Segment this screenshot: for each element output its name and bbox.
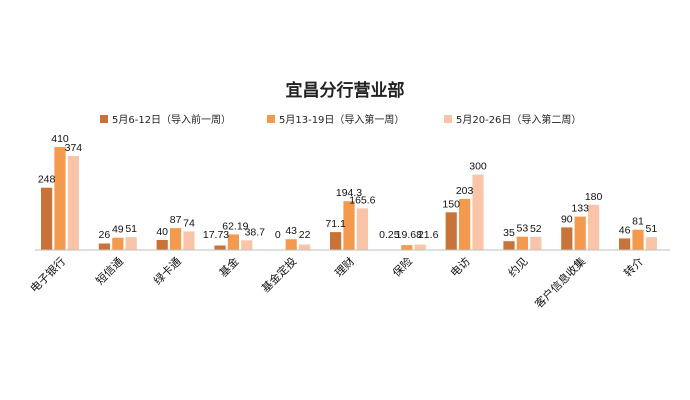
- value-label-2-5: 43: [285, 225, 297, 237]
- bar-3-11: [645, 237, 657, 250]
- bar-2-2: [112, 237, 124, 250]
- bar-1-8: [445, 212, 457, 250]
- value-label-2-9: 53: [517, 223, 529, 235]
- value-label-1-4: 17.73: [203, 229, 229, 241]
- category-label-4: 基金: [216, 254, 241, 279]
- category-label-6: 理财: [332, 254, 357, 279]
- category-label-11: 转介: [621, 254, 646, 279]
- bar-1-9: [503, 241, 515, 250]
- bar-1-10: [561, 227, 573, 250]
- value-label-3-1: 374: [65, 142, 83, 154]
- bar-2-5: [285, 239, 297, 250]
- value-label-1-1: 248: [38, 174, 56, 186]
- value-label-1-8: 150: [442, 198, 460, 210]
- bar-1-6: [330, 232, 342, 250]
- value-label-1-5: 0: [275, 229, 281, 241]
- value-label-3-6: 165.6: [349, 194, 375, 206]
- value-label-3-8: 300: [469, 161, 487, 173]
- value-label-1-11: 46: [619, 224, 631, 236]
- bar-2-4: [227, 234, 239, 250]
- bar-1-11: [619, 238, 631, 250]
- category-label-2: 短信通: [93, 254, 126, 287]
- value-label-2-4: 62.19: [222, 220, 248, 232]
- value-label-3-11: 51: [646, 223, 658, 235]
- category-label-10: 客户信息收集: [532, 254, 589, 311]
- value-label-2-2: 49: [112, 224, 124, 236]
- value-label-1-6: 71.1: [325, 218, 346, 230]
- value-label-2-8: 203: [456, 185, 474, 197]
- bar-1-4: [214, 245, 226, 250]
- bar-2-10: [574, 216, 586, 250]
- category-label-3: 绿卡通: [150, 254, 183, 287]
- value-label-3-9: 52: [530, 223, 542, 235]
- value-label-2-6: 194.3: [336, 187, 362, 199]
- bar-2-7: [401, 245, 413, 250]
- category-label-9: 约见: [506, 255, 531, 280]
- bar-1-2: [98, 243, 110, 250]
- value-label-3-3: 74: [183, 217, 195, 229]
- chart-title: 宜昌分行营业部: [286, 80, 405, 101]
- bar-2-1: [54, 147, 66, 250]
- bar-1-3: [156, 240, 168, 250]
- value-label-3-2: 51: [125, 223, 137, 235]
- bar-3-2: [125, 237, 137, 250]
- bar-3-7: [414, 244, 426, 250]
- legend-swatch-1: [100, 115, 108, 123]
- bar-3-10: [588, 204, 600, 250]
- bar-3-3: [183, 231, 195, 250]
- bar-2-11: [632, 229, 644, 250]
- bar-2-8: [459, 199, 471, 250]
- bar-3-6: [356, 208, 368, 250]
- legend-label-1: 5月6-12日（导入前一周）: [112, 113, 231, 126]
- category-labels: 电子银行 短信通 绿卡通 基金 基金定投 理财 保险 电访 约见 客户信息收集 转介: [27, 254, 646, 311]
- category-label-8: 电访: [448, 255, 473, 280]
- category-label-5: 基金定投: [258, 254, 299, 295]
- value-label-3-10: 180: [585, 191, 603, 203]
- value-label-3-5: 22: [299, 229, 311, 241]
- value-label-3-7: 21.6: [418, 229, 439, 241]
- bar-3-5: [299, 244, 311, 250]
- value-label-2-1: 410: [51, 133, 69, 145]
- category-label-7: 保险: [389, 254, 414, 279]
- value-label-2-7: 19.68: [396, 229, 422, 241]
- bar-2-3: [170, 228, 182, 250]
- bar-2-6: [343, 201, 355, 250]
- value-label-1-7: 0.25: [379, 229, 400, 241]
- value-label-1-10: 90: [561, 213, 573, 225]
- bar-1-1: [41, 187, 53, 250]
- value-label-2-10: 133: [571, 203, 589, 215]
- legend-swatch-2: [267, 115, 275, 123]
- value-label-1-9: 35: [503, 227, 515, 239]
- category-label-1: 电子银行: [27, 254, 68, 295]
- bar-3-9: [530, 236, 542, 250]
- value-label-2-3: 87: [170, 214, 182, 226]
- value-label-1-2: 26: [99, 229, 111, 241]
- bars: [41, 147, 657, 250]
- bar-2-9: [516, 236, 528, 250]
- value-label-2-11: 81: [632, 216, 644, 228]
- legend-swatch-3: [444, 115, 452, 123]
- bar-3-1: [67, 156, 79, 250]
- legend: 5月6-12日（导入前一周） 5月13-19日（导入第一周） 5月20-26日（导入…: [100, 113, 581, 126]
- bar-3-8: [472, 174, 484, 250]
- legend-label-2: 5月13-19日（导入第一周）: [279, 113, 404, 126]
- legend-label-3: 5月20-26日（导入第二周）: [456, 113, 581, 126]
- value-label-1-3: 40: [156, 226, 168, 238]
- value-label-3-4: 38.7: [245, 226, 266, 238]
- bar-3-4: [241, 240, 253, 250]
